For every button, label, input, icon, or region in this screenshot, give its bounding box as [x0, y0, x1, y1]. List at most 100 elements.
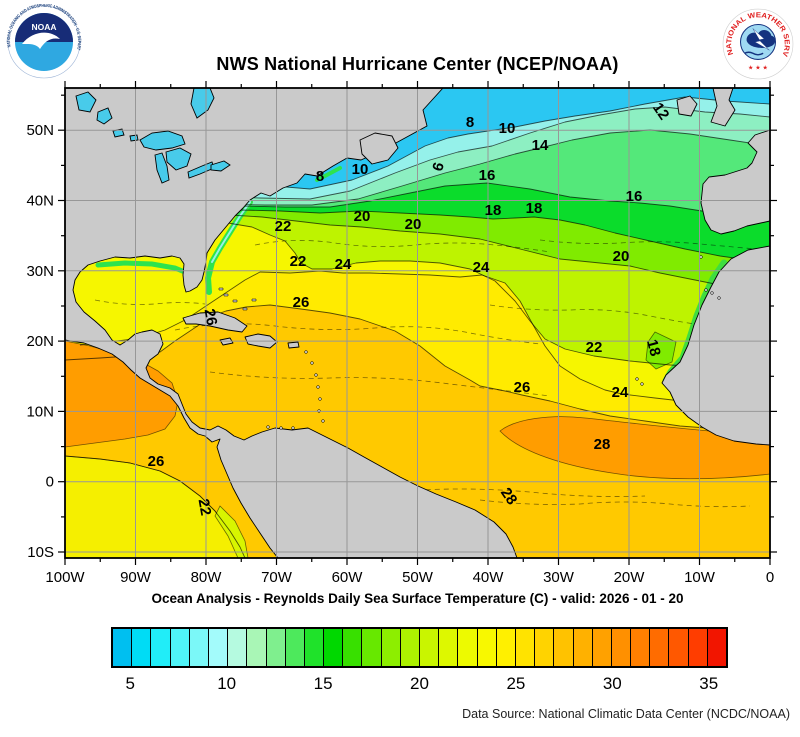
colorbar-segment — [554, 629, 574, 666]
lon-label: 10W — [684, 569, 716, 586]
lat-label: 30N — [26, 263, 54, 280]
contour-label: 12 — [649, 100, 672, 123]
colorbar-segment — [515, 629, 536, 666]
colorbar-tick-label: 5 — [125, 674, 136, 693]
colorbar-segment — [420, 629, 440, 666]
contour-label: 18 — [485, 202, 502, 219]
lat-label: 50N — [26, 122, 54, 139]
island-dot — [717, 296, 721, 300]
colorbar-segment — [535, 629, 555, 666]
colorbar-segment — [439, 629, 459, 666]
colorbar-segment — [458, 629, 478, 666]
sst-band — [214, 505, 249, 558]
nws-waves-icon — [744, 51, 764, 56]
contour-label: 22 — [586, 339, 603, 356]
lake-huron — [165, 147, 192, 171]
contour-label: 8 — [466, 114, 474, 131]
intermediate-isotherm — [489, 304, 716, 328]
island-dot — [218, 287, 224, 291]
colorbar-segment — [650, 629, 670, 666]
cuba-island — [182, 311, 248, 333]
island-dot — [232, 299, 238, 303]
lon-label: 100W — [45, 569, 85, 586]
contour-label: 24 — [335, 256, 352, 273]
island-dot — [316, 385, 320, 389]
island-dot — [291, 426, 295, 430]
coastal-sst-strip — [211, 201, 251, 263]
newfoundland-island — [359, 132, 399, 165]
sst-map: 50N 40N 30N 20N 10N 0 10S 100W 90W 80W 70W 60W 50W 40… — [26, 81, 777, 586]
colorbar-segment — [266, 629, 286, 666]
contour-label: 14 — [532, 137, 549, 154]
isotherm-line — [65, 304, 770, 432]
contour-label: 26 — [201, 308, 221, 327]
lat-label: 10S — [27, 544, 54, 561]
colorbar-segment — [304, 629, 325, 666]
noaa-seagull-icon — [22, 32, 60, 49]
contour-label: 8 — [316, 168, 324, 185]
island-dot — [699, 255, 703, 259]
nws-stars: ★ ★ ★ — [748, 65, 768, 72]
colorbar-segment — [285, 629, 305, 666]
colorbar-segment — [573, 629, 593, 666]
lat-label: 0 — [46, 474, 54, 491]
noaa-globe-sky — [15, 13, 73, 42]
colorbar-segment — [707, 629, 726, 666]
contour-label: 28 — [497, 485, 520, 508]
contour-label: 18 — [526, 200, 543, 217]
intermediate-isotherm — [539, 239, 766, 251]
island-dot — [251, 298, 257, 302]
contour-label: 10 — [499, 120, 516, 137]
small-islands — [218, 255, 721, 430]
colorbar-segment — [362, 629, 382, 666]
island-dot — [704, 288, 708, 292]
colorbar-segment — [669, 629, 689, 666]
lon-label: 90W — [120, 569, 152, 586]
colorbar-segment — [631, 629, 651, 666]
lon-label: 30W — [543, 569, 575, 586]
noaa-acronym: NOAA — [31, 22, 56, 32]
island-dot — [304, 350, 308, 354]
isotherm-line — [79, 270, 770, 410]
great-britain-island — [710, 88, 736, 127]
colorbar-tick-label: 30 — [602, 674, 622, 693]
colorbar-segment — [496, 629, 516, 666]
island-dot — [640, 382, 644, 386]
intermediate-isotherm — [479, 499, 751, 508]
colorbar-segment — [381, 629, 401, 666]
colorbar-segment — [688, 629, 708, 666]
colorbar-segment — [189, 629, 209, 666]
lat-label: 40N — [26, 193, 54, 210]
isotherm-line — [65, 209, 770, 264]
island-dot — [635, 377, 639, 381]
isotherm-line — [65, 455, 246, 558]
lon-label: 70W — [261, 569, 293, 586]
island-dot — [314, 373, 318, 377]
lon-label: 80W — [191, 569, 223, 586]
intermediate-isotherm — [299, 484, 646, 497]
lat-label: 20N — [26, 333, 54, 350]
coastal-sst-strip — [315, 166, 342, 182]
lake-superior — [139, 130, 186, 151]
puerto-rico-island — [287, 341, 300, 349]
ireland-island — [676, 95, 698, 117]
isotherm-line — [65, 220, 770, 370]
contour-label: 24 — [473, 259, 490, 276]
colorbar-segment — [324, 629, 344, 666]
nws-logo: NATIONAL WEATHER SERVICE ★ ★ ★ — [722, 8, 794, 80]
colorbar-segment — [151, 629, 171, 666]
land-layer — [65, 88, 770, 558]
hudson-bay-inlet — [75, 91, 97, 113]
small-lake — [112, 128, 125, 138]
contour-label: 28 — [594, 436, 611, 453]
colorbar-segment — [208, 629, 229, 666]
colorbar-segment — [113, 629, 133, 666]
contour-label: 24 — [612, 384, 629, 401]
data-source-note: Data Source: National Climatic Data Cent… — [462, 707, 790, 721]
nws-lightning-icon — [752, 28, 770, 51]
colorbar-segment — [611, 629, 632, 666]
colorbar-segment — [228, 629, 248, 666]
contour-label: 26 — [148, 453, 165, 470]
contour-label: 22 — [195, 498, 215, 517]
